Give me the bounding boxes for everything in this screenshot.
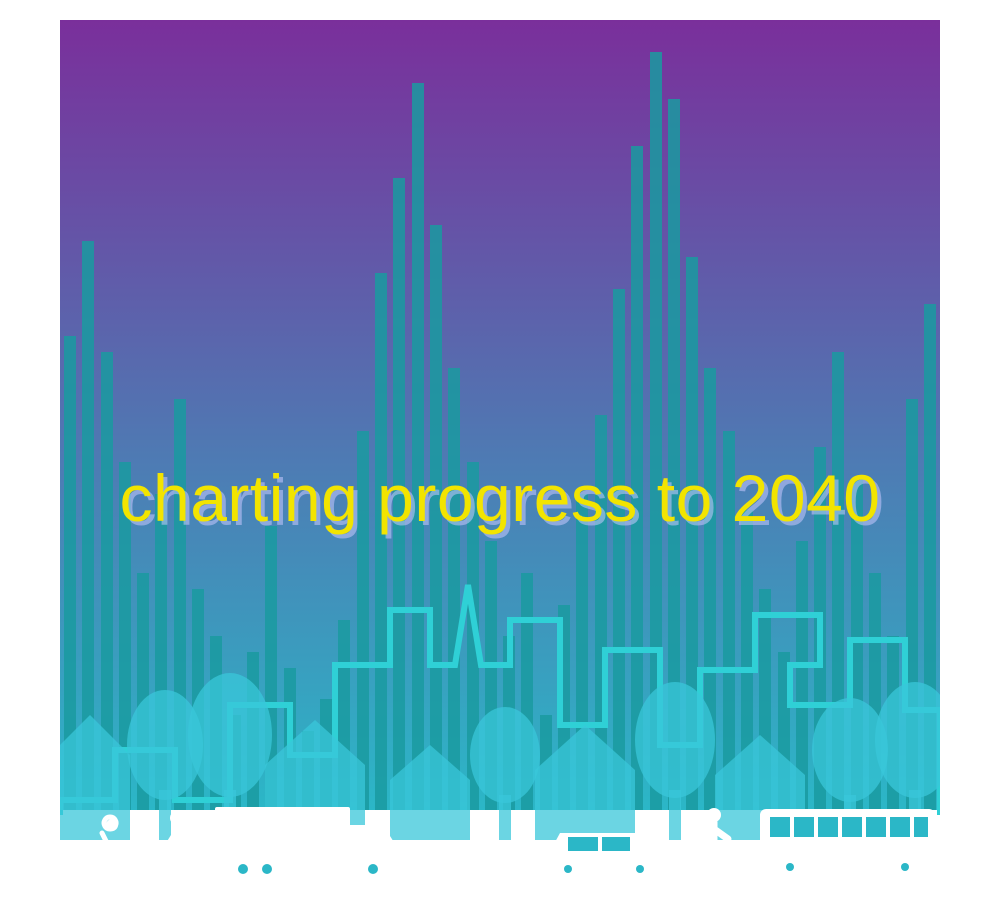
pedestrian-icon [167,811,189,878]
bus-icon [760,809,935,877]
cyclist-icon [452,819,514,883]
street-silhouettes [60,795,940,885]
infographic-canvas: charting progress to 2040 charting progr… [60,20,940,895]
main-title: charting progress to 2040 [60,460,940,536]
cyclist-icon [77,817,139,883]
truck-icon [215,807,397,880]
pedestrian-briefcase-icon [692,808,728,879]
car-icon [540,833,668,879]
